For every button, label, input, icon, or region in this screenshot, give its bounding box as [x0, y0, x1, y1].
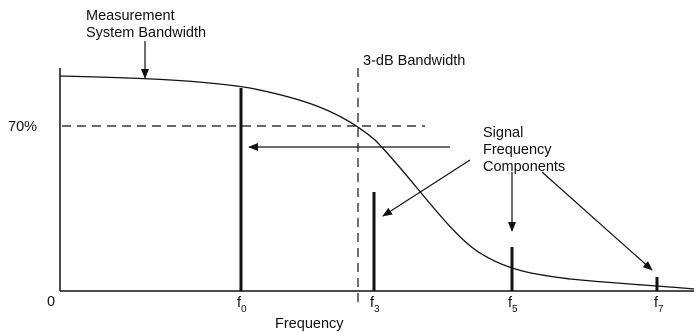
- tick-f5: f5: [508, 295, 518, 315]
- measurement-label-line1: Measurement: [86, 8, 175, 24]
- tick-f0: f0: [237, 295, 247, 315]
- seventy-percent-label: 70%: [8, 119, 37, 135]
- tick-f3-base: f: [370, 295, 375, 311]
- frequency-axis-label: Frequency: [275, 316, 344, 332]
- signal-arrow-f7: [541, 171, 653, 271]
- tick-f5-base: f: [508, 295, 513, 311]
- origin-label: 0: [47, 294, 55, 310]
- response-curve: [59, 75, 695, 290]
- tick-f0-base: f: [237, 295, 242, 311]
- tick-f3: f3: [370, 295, 380, 315]
- tick-f7-sub: 7: [658, 304, 664, 315]
- three-db-label: 3-dB Bandwidth: [363, 53, 465, 69]
- tick-f0-sub: 0: [241, 304, 247, 315]
- measurement-label-line2: System Bandwidth: [86, 25, 206, 41]
- tick-f7: f7: [654, 295, 664, 315]
- signal-label-line2: Frequency: [483, 142, 552, 158]
- signal-label-line1: Signal: [483, 125, 523, 141]
- tick-f7-base: f: [654, 295, 659, 311]
- tick-f5-sub: 5: [512, 304, 518, 315]
- signal-label-line3: Components: [483, 159, 565, 175]
- tick-f3-sub: 3: [374, 304, 380, 315]
- signal-arrow-f3: [382, 159, 471, 217]
